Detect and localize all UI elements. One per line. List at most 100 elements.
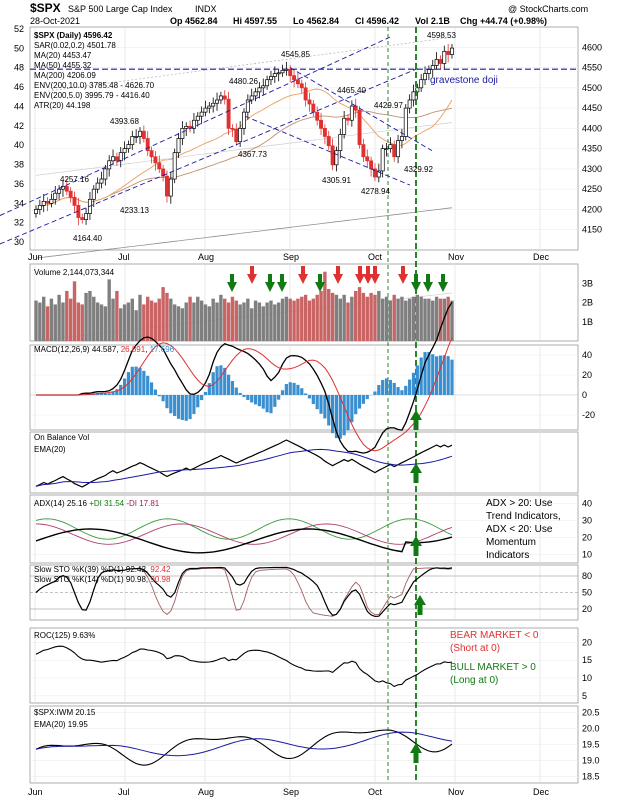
y-tick-label: 32 (14, 218, 24, 228)
bull-market-label: BULL MARKET > 0 (450, 662, 536, 673)
sell-arrow-icon (370, 266, 380, 284)
y-tick-label: 19.5 (582, 740, 600, 750)
x-label: Oct (368, 787, 383, 797)
candle-body (45, 200, 50, 204)
macd-histogram-bar (381, 380, 385, 395)
candle-body (272, 73, 277, 77)
roc-side-note: BEAR MARKET < 0 (Short at 0) BULL MARKET… (450, 630, 539, 686)
candle-body (230, 128, 235, 130)
macd-histogram-bar (304, 393, 308, 395)
candle-body (388, 144, 393, 149)
price-annotation: 4465.40 (337, 86, 366, 95)
candle-body (399, 136, 404, 141)
macd-histogram-bar (315, 395, 319, 410)
volume-bar (280, 298, 285, 341)
legend-atr: ATR(20) 44.198 (34, 101, 91, 110)
candle-body (238, 128, 243, 143)
ratio-line (35, 729, 453, 766)
volume-bar (323, 271, 327, 341)
high-value: Hi 4597.55 (233, 16, 277, 26)
volume-bar (434, 296, 439, 341)
legend-ma20: MA(20) 4453.47 (34, 51, 92, 60)
macd-histogram-bar (388, 380, 392, 395)
plus-di-line (35, 518, 453, 540)
buy-arrow-icon (227, 274, 237, 292)
y-tick-label: 3B (582, 278, 593, 288)
candle-body (84, 213, 89, 220)
candle-body (334, 150, 339, 166)
volume-bar (149, 300, 154, 341)
y-tick-label: 46 (14, 82, 24, 92)
buy-arrow-icon (423, 274, 433, 292)
macd-histogram-bar (180, 395, 184, 420)
price-annotation: 4164.40 (73, 234, 102, 243)
volume-bar (392, 294, 396, 341)
volume-bar (192, 302, 196, 341)
volume-bar (130, 298, 134, 341)
macd-histogram-bar (246, 395, 250, 400)
price-annotation: 4257.16 (60, 175, 89, 184)
y-tick-label: 19.0 (582, 756, 600, 766)
macd-histogram-bar (238, 392, 242, 395)
price-annotation: 4429.97 (374, 101, 403, 110)
volume-bar (99, 304, 104, 341)
volume-bar (411, 296, 416, 341)
volume-bar (165, 292, 169, 341)
macd-histogram-bar (223, 367, 227, 395)
y-tick-label: 38 (14, 160, 24, 170)
candle-body (280, 70, 285, 74)
macd-histogram-bar (103, 393, 107, 395)
candle-body (118, 152, 123, 162)
candle-body (114, 156, 119, 162)
volume-bar (257, 302, 262, 341)
channel-lower-line (0, 67, 421, 245)
candle-body (403, 107, 408, 137)
adx-note-line: Momentum (486, 537, 536, 548)
volume-bar (65, 290, 69, 341)
macd-histogram-bar (411, 372, 416, 395)
y-tick-label: 30 (14, 237, 24, 247)
macd-histogram-bar (408, 379, 412, 395)
volume-bar (103, 306, 108, 341)
macd-histogram-bar (130, 366, 134, 395)
price-annotation: 4393.68 (110, 117, 139, 126)
macd-histogram-bar (219, 365, 223, 395)
macd-histogram-bar (292, 382, 296, 395)
y-tick-label: 18.5 (582, 772, 600, 782)
y-tick-label: 4200 (582, 204, 602, 214)
macd-histogram-bar (207, 383, 211, 395)
price-annotation: 4598.53 (427, 31, 456, 40)
volume-bar (53, 304, 57, 341)
candle-body (434, 59, 439, 66)
volume-bar (107, 279, 111, 341)
candle-body (303, 87, 308, 101)
candle-body (349, 105, 354, 121)
volume-bar (327, 289, 331, 341)
volume-bar (219, 294, 223, 341)
macd-histogram-bar (138, 367, 142, 395)
volume-bar (92, 296, 96, 341)
panel-frame (29, 26, 579, 251)
ratio-ema-line (35, 731, 453, 757)
up-arrow-icon (410, 463, 422, 483)
y-tick-label: 20 (582, 533, 592, 543)
gravestone-doji-label: gravestone doji (430, 75, 498, 86)
macd-histogram-bar (396, 387, 400, 395)
volume-bar (142, 304, 146, 341)
macd-histogram-bar (111, 391, 115, 395)
y-tick-label: 4450 (582, 103, 602, 113)
macd-signal-line (36, 337, 453, 452)
volume-bar (161, 287, 165, 341)
macd-histogram-bar (330, 395, 335, 434)
candle-body (122, 148, 127, 154)
panel-frame (29, 431, 579, 494)
x-label: Aug (198, 252, 214, 262)
candle-body (423, 73, 427, 81)
y-tick-label: 36 (14, 179, 24, 189)
minus-di-line (35, 523, 453, 545)
volume-bar (415, 294, 420, 341)
candle-body (407, 99, 412, 109)
sell-arrow-icon (355, 266, 365, 284)
volume-bar (431, 300, 435, 341)
up-arrow-icon (410, 536, 422, 556)
